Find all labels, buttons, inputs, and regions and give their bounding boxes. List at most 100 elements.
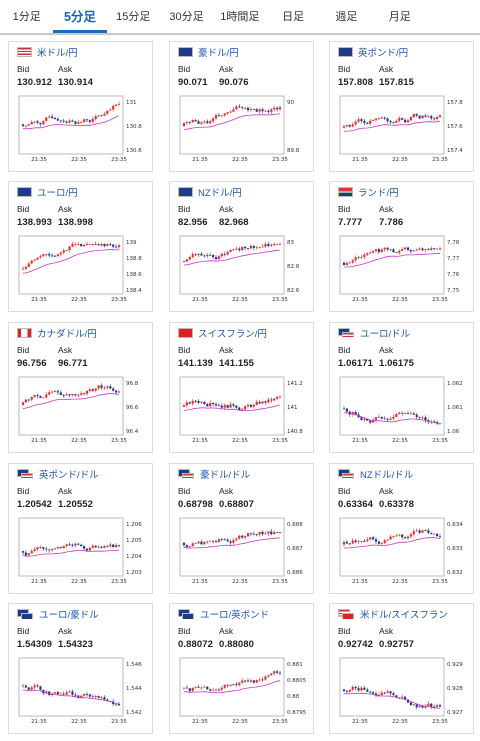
candle-body [21, 124, 25, 127]
candle-body [85, 119, 89, 121]
candle-body [77, 695, 80, 698]
candle-body [27, 399, 30, 401]
pair-name-link[interactable]: 米ドル/円 [37, 48, 78, 59]
bid-value: 141.139 [178, 358, 214, 369]
pair-name-link[interactable]: 米ドル/スイスフラン [360, 610, 448, 621]
candle-body [74, 694, 77, 696]
candle-body [197, 401, 200, 403]
candle-body [401, 118, 404, 120]
currency-panel[interactable]: ユーロ/ドル Bid Ask 1.06171 1.06175 1.062 1.061 1.06… [329, 322, 474, 453]
ask-value: 141.155 [219, 358, 255, 369]
currency-panel[interactable]: 豪ドル/ドル Bid Ask 0.68798 0.68807 0.688 0.687 0.68… [169, 463, 314, 594]
candle-body [82, 546, 86, 549]
candle-body [209, 402, 212, 407]
candle-body [249, 533, 253, 535]
tab-1[interactable]: 5分足 [53, 0, 107, 33]
x-tick-label: 22:35 [392, 438, 408, 444]
candlestick-chart: 0.634 0.633 0.632 21:35 22:35 23:35 [339, 517, 463, 585]
candle-body [241, 409, 244, 410]
ask-label: Ask [58, 64, 73, 74]
candle-body [226, 684, 229, 686]
pair-name-link[interactable]: ランド/円 [358, 188, 399, 199]
y-tick-label: 0.688 [287, 522, 303, 528]
pair-name-link[interactable]: NZドル/円 [198, 188, 242, 199]
tab-4[interactable]: 1時間足 [220, 11, 260, 23]
x-tick-label: 23:35 [111, 157, 127, 163]
candle-body [430, 703, 433, 707]
candle-body [232, 684, 235, 686]
candle-body [91, 389, 94, 391]
pair-name-link[interactable]: 英ポンド/ドル [39, 470, 99, 481]
pair-name-link[interactable]: ユーロ/豪ドル [39, 610, 99, 621]
y-tick-label: 130.8 [126, 124, 142, 130]
candle-body [403, 413, 407, 414]
candle-body [106, 699, 109, 702]
candle-body [360, 119, 363, 121]
moving-average-line [183, 113, 281, 130]
currency-panel[interactable]: NZドル/円 Bid Ask 82.956 82.968 83 82.8 82.6 21:35 2… [169, 181, 314, 312]
currency-panel[interactable]: ユーロ/円 Bid Ask 138.993 138.998 139 138.8 138.6 13… [8, 181, 153, 312]
candle-body [48, 549, 51, 551]
candle-body [406, 247, 410, 250]
x-tick-label: 23:35 [272, 297, 288, 303]
candle-body [278, 396, 282, 398]
pair-name-link[interactable]: ユーロ/ドル [360, 329, 411, 340]
candle-body [203, 686, 206, 688]
pair-name-link[interactable]: 英ポンド/円 [358, 48, 409, 59]
currency-panel[interactable]: 英ポンド/ドル Bid Ask 1.20542 1.20552 1.206 1.205 1.2… [8, 463, 153, 594]
candle-body [229, 541, 232, 543]
x-tick-label: 22:35 [232, 438, 248, 444]
pair-name-link[interactable]: 豪ドル/円 [198, 48, 239, 59]
candle-body [348, 125, 351, 127]
candle-body [252, 109, 255, 111]
candle-body [438, 248, 442, 249]
tab-5[interactable]: 日足 [282, 11, 305, 23]
tab-7[interactable]: 月足 [388, 11, 411, 23]
candle-body [114, 545, 118, 548]
x-tick-label: 23:35 [111, 579, 127, 585]
candle-body [354, 686, 357, 689]
currency-panel[interactable]: カナダドル/円 Bid Ask 96.756 96.771 96.8 96.6 96.4 21:… [8, 322, 153, 453]
panel-header: ユーロ/豪ドル [17, 607, 99, 621]
candle-body [421, 115, 424, 119]
currency-panel[interactable]: ランド/円 Bid Ask 7.777 7.786 7.78 7.77 7.76 7.75 21:… [329, 181, 474, 312]
pair-name-link[interactable]: ユーロ/英ポンド [200, 610, 270, 621]
pair-name-link[interactable]: ユーロ/円 [37, 188, 78, 199]
currency-panel[interactable]: 米ドル/スイスフラン Bid Ask 0.92742 0.92757 0.929 0.928… [329, 603, 474, 734]
candle-body [206, 121, 209, 124]
candle-body [255, 401, 258, 405]
candle-body [182, 542, 186, 546]
tab-3[interactable]: 30分足 [169, 11, 204, 23]
candle-body [430, 248, 433, 251]
bid-label: Bid [17, 486, 30, 496]
candle-body [278, 672, 282, 674]
candle-body [211, 255, 215, 258]
currency-panel[interactable]: 英ポンド/円 Bid Ask 157.808 157.815 157.8 157.6 157.… [329, 41, 474, 172]
currency-panel[interactable]: 豪ドル/円 Bid Ask 90.071 90.076 90 89.8 21:35 22:35 2… [169, 41, 314, 172]
currency-panel[interactable]: ユーロ/英ポンド Bid Ask 0.88072 0.88080 0.881 0.8805 0… [169, 603, 314, 734]
australia-flag-icon [178, 47, 193, 57]
pair-name-link[interactable]: NZドル/ドル [360, 470, 414, 481]
candle-body [106, 110, 109, 114]
tab-2[interactable]: 15分足 [116, 11, 151, 23]
tab-6[interactable]: 週足 [335, 11, 358, 23]
bid-value: 82.956 [178, 217, 208, 228]
ask-label: Ask [379, 345, 394, 355]
candle-body [191, 543, 194, 547]
candle-body [229, 111, 232, 113]
x-tick-label: 21:35 [192, 438, 208, 444]
currency-panel[interactable]: NZドル/ドル Bid Ask 0.63364 0.63378 0.634 0.633 0.6… [329, 463, 474, 594]
currency-panel[interactable]: ユーロ/豪ドル Bid Ask 1.54309 1.54323 1.546 1.544 1.5… [8, 603, 153, 734]
candle-body [71, 691, 74, 695]
candle-body [389, 418, 392, 420]
pair-name-link[interactable]: スイスフラン/円 [198, 329, 267, 340]
currency-panel[interactable]: 米ドル/円 Bid Ask 130.912 130.914 131 130.8 130.6 21… [8, 41, 153, 172]
pair-name-link[interactable]: カナダドル/円 [37, 329, 97, 340]
candle-body [182, 260, 186, 262]
currency-panel[interactable]: スイスフラン/円 Bid Ask 141.139 141.155 141.2 141 140.… [169, 322, 314, 453]
tab-0[interactable]: 1分足 [12, 11, 41, 23]
candle-body [427, 116, 430, 117]
candle-body [363, 540, 366, 542]
pair-name-link[interactable]: 豪ドル/ドル [200, 470, 251, 481]
candle-body [401, 249, 404, 251]
